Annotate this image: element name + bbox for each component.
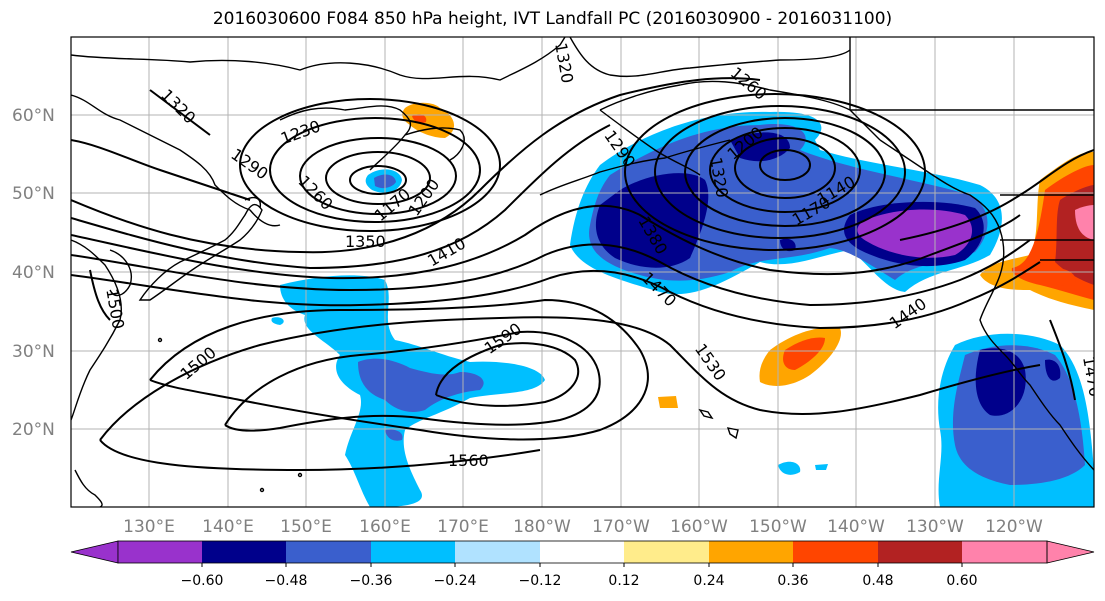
latitude-labels: 60°N 50°N 40°N 30°N 20°N xyxy=(12,106,55,440)
colorbar-bin xyxy=(878,541,962,563)
colorbar-extend-high xyxy=(1046,540,1095,564)
colorbar-bin xyxy=(709,541,793,563)
colorbar-tick-label: −0.36 xyxy=(350,573,393,589)
colorbar-extend-low xyxy=(70,540,119,564)
colorbar-tick-label: 0.60 xyxy=(946,573,977,589)
lat-label: 50°N xyxy=(12,184,55,204)
colorbar-bin xyxy=(540,541,624,563)
map-panel: 1320 1230 1290 1260 1170 1200 1350 1410 … xyxy=(71,37,1094,507)
lon-label: 120°W xyxy=(985,517,1043,537)
lon-label: 160°W xyxy=(670,517,728,537)
longitude-labels: 130°E 140°E 150°E 160°E 170°E 180°W 170°… xyxy=(123,517,1043,537)
colorbar-bin xyxy=(962,541,1047,563)
colorbar-bin xyxy=(624,541,709,563)
height-contours xyxy=(71,77,1094,472)
lon-label: 180°W xyxy=(513,517,571,537)
lon-label: 140°E xyxy=(202,517,254,537)
graticule xyxy=(71,37,1094,507)
colorbar-bin xyxy=(118,541,202,563)
lat-label: 20°N xyxy=(12,420,55,440)
lon-label: 150°E xyxy=(280,517,332,537)
colorbar-tick-label: −0.12 xyxy=(519,573,562,589)
colorbar-tick-label: 0.48 xyxy=(862,573,893,589)
contour-label: 1350 xyxy=(345,232,386,251)
lon-label: 170°E xyxy=(437,517,489,537)
lon-label: 130°E xyxy=(123,517,175,537)
lon-label: 170°W xyxy=(592,517,650,537)
lon-label: 130°W xyxy=(906,517,964,537)
colorbar-tick-label: 0.36 xyxy=(777,573,808,589)
lat-label: 30°N xyxy=(12,342,55,362)
colorbar-bin xyxy=(793,541,878,563)
coastlines xyxy=(71,37,1094,507)
lon-label: 150°W xyxy=(749,517,807,537)
lat-label: 60°N xyxy=(12,106,55,126)
colorbar-tick-label: −0.48 xyxy=(265,573,308,589)
colorbar-tick-label: 0.12 xyxy=(608,573,639,589)
colorbar-tick-label: 0.24 xyxy=(693,573,724,589)
colorbar-bin xyxy=(371,541,455,563)
colorbar-bin xyxy=(286,541,371,563)
map-title: 2016030600 F084 850 hPa height, IVT Land… xyxy=(212,9,893,29)
ivt-negative-shading xyxy=(271,111,1094,507)
contour-label: 1560 xyxy=(448,451,489,470)
colorbar-tick-label: −0.24 xyxy=(434,573,477,589)
colorbar-bin xyxy=(202,541,286,563)
colorbar-bin xyxy=(455,541,540,563)
lon-label: 160°E xyxy=(359,517,411,537)
map-frame xyxy=(70,36,1095,508)
lat-label: 40°N xyxy=(12,263,55,283)
colorbar: −0.60 −0.48 −0.36 −0.24 −0.12 0.12 0.24 … xyxy=(70,540,1095,589)
colorbar-tick-label: −0.60 xyxy=(181,573,224,589)
lon-label: 140°W xyxy=(827,517,885,537)
